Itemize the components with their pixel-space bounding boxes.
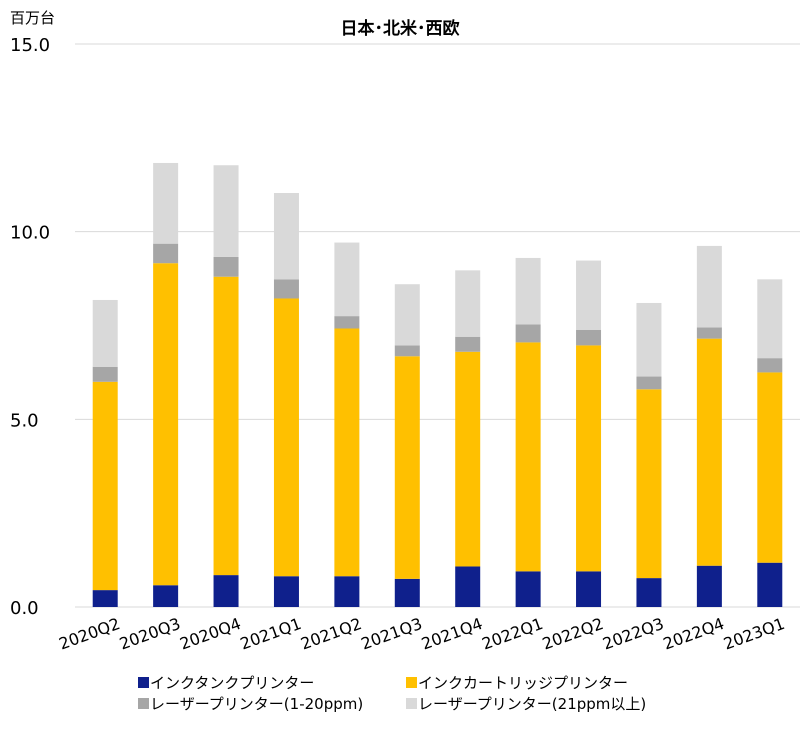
bar-segment xyxy=(334,316,360,329)
bar-segment xyxy=(92,590,118,607)
y-tick-label: 0.0 xyxy=(10,598,39,619)
legend: インクタンクプリンター インクカートリッジプリンターレーザープリンター(1-20p… xyxy=(138,674,646,713)
bar-segment xyxy=(213,575,239,607)
legend-swatch xyxy=(406,677,417,688)
bar-segment xyxy=(273,279,299,299)
bar-segment xyxy=(92,299,118,367)
bar-segment xyxy=(394,345,420,357)
legend-swatch xyxy=(406,698,417,709)
x-tick-label: 2020Q3 xyxy=(117,614,183,654)
bar-segment xyxy=(576,345,602,572)
legend-swatch xyxy=(138,698,149,709)
legend-label: レーザープリンター(21ppm以上) xyxy=(418,695,646,713)
bar-segment xyxy=(515,571,541,607)
bar-segment xyxy=(636,389,662,579)
y-axis-ticks: 0.0 5.0 10.0 15.0 xyxy=(10,35,50,619)
bar-segment xyxy=(757,279,783,359)
x-tick-label: 2022Q3 xyxy=(600,614,666,654)
bar-segment xyxy=(153,263,179,586)
y-axis-unit-label: 百万台 xyxy=(10,9,55,27)
legend-label: インクタンクプリンター xyxy=(150,674,314,692)
bar-segment xyxy=(334,242,360,317)
legend-label: レーザープリンター(1-20ppm) xyxy=(150,695,363,713)
bar-segment xyxy=(515,257,541,325)
bar-segment xyxy=(273,193,299,280)
bar-segment xyxy=(273,576,299,607)
bar-segment xyxy=(636,302,662,377)
bar-segment xyxy=(153,162,179,244)
x-tick-label: 2022Q4 xyxy=(661,614,727,654)
bar-segment xyxy=(153,585,179,607)
bar-segment xyxy=(636,578,662,607)
bar-segment xyxy=(92,381,118,591)
x-tick-label: 2021Q3 xyxy=(358,614,424,654)
bar-segment xyxy=(576,330,602,346)
x-tick-label: 2021Q1 xyxy=(238,614,304,654)
x-axis-ticks: 2020Q22020Q32020Q42021Q12021Q22021Q32021… xyxy=(56,614,787,654)
x-tick-label: 2023Q1 xyxy=(721,614,787,654)
bar-segment xyxy=(153,243,179,264)
bar-segment xyxy=(213,276,239,576)
x-tick-label: 2020Q4 xyxy=(177,614,243,654)
x-tick-label: 2022Q1 xyxy=(479,614,545,654)
bar-segment xyxy=(696,327,722,339)
bar-segment xyxy=(455,336,481,352)
bar-segment xyxy=(213,256,239,277)
bar-segment xyxy=(696,245,722,328)
bar-segment xyxy=(455,566,481,607)
bar-segment xyxy=(696,565,722,607)
x-tick-label: 2021Q4 xyxy=(419,614,485,654)
gridlines xyxy=(75,43,800,608)
y-tick-label: 15.0 xyxy=(10,35,50,56)
x-tick-label: 2021Q2 xyxy=(298,614,364,654)
bar-segment xyxy=(334,576,360,607)
bar-segment xyxy=(757,372,783,563)
bar-segment xyxy=(696,338,722,566)
chart-title: 日本･北米･西欧 xyxy=(341,18,460,39)
bar-segment xyxy=(757,562,783,607)
bar-segment xyxy=(92,366,118,382)
bar-segment xyxy=(394,356,420,579)
bar-segment xyxy=(394,578,420,607)
bar-segment xyxy=(273,298,299,577)
bar-segment xyxy=(576,260,602,331)
bar-segment xyxy=(515,324,541,343)
bar-segment xyxy=(576,571,602,607)
y-tick-label: 5.0 xyxy=(10,410,39,431)
bar-segment xyxy=(515,342,541,572)
bar-segment xyxy=(757,358,783,373)
bars xyxy=(92,162,783,607)
x-tick-label: 2022Q2 xyxy=(540,614,606,654)
bar-segment xyxy=(455,270,481,337)
bar-segment xyxy=(455,351,481,567)
bar-segment xyxy=(394,284,420,346)
bar-segment xyxy=(636,376,662,390)
y-tick-label: 10.0 xyxy=(10,223,50,244)
bar-segment xyxy=(334,328,360,577)
legend-swatch xyxy=(138,677,149,688)
legend-label: インクカートリッジプリンター xyxy=(418,674,628,692)
x-tick-label: 2020Q2 xyxy=(56,614,122,654)
bar-segment xyxy=(213,165,239,257)
